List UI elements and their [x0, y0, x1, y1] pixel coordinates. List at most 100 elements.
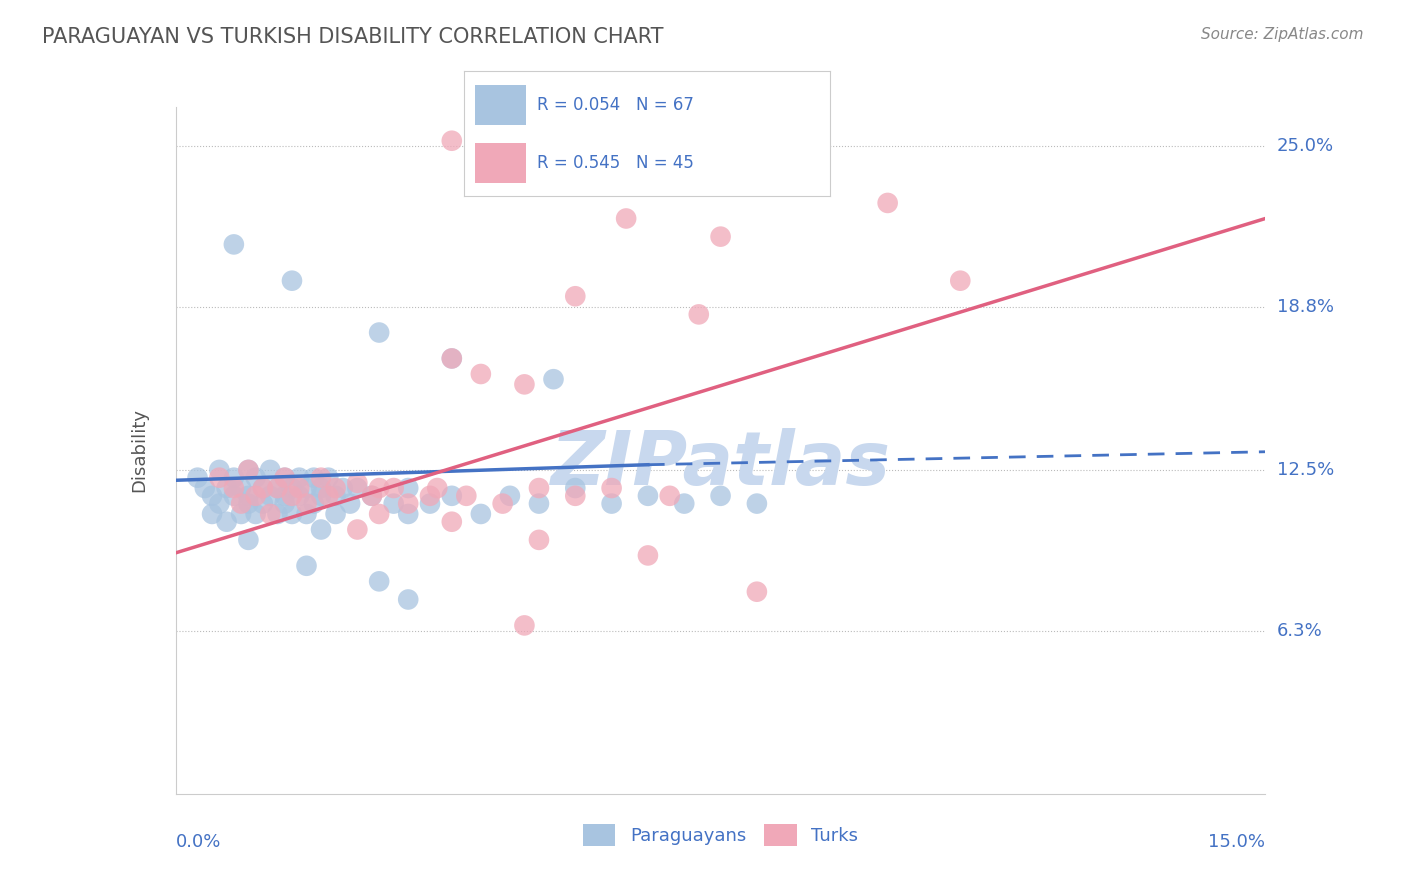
- Point: [600, 481, 623, 495]
- Point: [295, 497, 318, 511]
- Point: [564, 289, 586, 303]
- Point: [527, 533, 550, 547]
- Point: [368, 574, 391, 589]
- Point: [396, 592, 419, 607]
- Point: [281, 507, 304, 521]
- Text: R = 0.545   N = 45: R = 0.545 N = 45: [537, 153, 695, 171]
- Point: [346, 523, 368, 537]
- Point: [295, 507, 318, 521]
- Point: [238, 463, 260, 477]
- Point: [274, 497, 297, 511]
- Point: [564, 489, 586, 503]
- Point: [295, 481, 318, 495]
- Point: [245, 489, 267, 503]
- Point: [288, 471, 311, 485]
- Point: [614, 211, 637, 226]
- Point: [396, 481, 419, 495]
- Point: [710, 229, 733, 244]
- Point: [309, 471, 332, 485]
- Text: 15.0%: 15.0%: [1208, 833, 1265, 851]
- Point: [245, 471, 267, 485]
- Text: PARAGUAYAN VS TURKISH DISABILITY CORRELATION CHART: PARAGUAYAN VS TURKISH DISABILITY CORRELA…: [42, 27, 664, 46]
- Point: [208, 463, 231, 477]
- Point: [222, 489, 245, 503]
- Point: [238, 463, 260, 477]
- Point: [281, 481, 304, 495]
- Point: [325, 489, 347, 503]
- Point: [368, 507, 391, 521]
- Point: [252, 481, 274, 495]
- Point: [745, 584, 768, 599]
- Point: [710, 489, 733, 503]
- Point: [222, 237, 245, 252]
- Point: [440, 351, 463, 366]
- Point: [215, 515, 238, 529]
- Point: [208, 471, 231, 485]
- Point: [637, 549, 659, 563]
- Text: 6.3%: 6.3%: [1277, 622, 1322, 640]
- Point: [266, 481, 288, 495]
- Point: [252, 497, 274, 511]
- Point: [309, 523, 332, 537]
- Point: [360, 489, 382, 503]
- Point: [222, 481, 245, 495]
- Point: [231, 497, 253, 511]
- Point: [194, 481, 217, 495]
- Point: [274, 471, 297, 485]
- Point: [231, 481, 253, 495]
- Text: Disability: Disability: [131, 409, 149, 492]
- Point: [259, 463, 281, 477]
- Point: [470, 367, 492, 381]
- Point: [419, 489, 441, 503]
- Point: [513, 377, 536, 392]
- Point: [564, 481, 586, 495]
- Point: [382, 497, 405, 511]
- Point: [266, 481, 288, 495]
- Point: [360, 489, 382, 503]
- Point: [295, 558, 318, 573]
- Point: [252, 481, 274, 495]
- Point: [673, 497, 696, 511]
- FancyBboxPatch shape: [475, 143, 526, 183]
- Point: [259, 507, 281, 521]
- Point: [745, 497, 768, 511]
- Point: [527, 497, 550, 511]
- Point: [382, 481, 405, 495]
- Point: [949, 274, 972, 288]
- FancyBboxPatch shape: [475, 85, 526, 125]
- Point: [266, 507, 288, 521]
- Text: 0.0%: 0.0%: [176, 833, 221, 851]
- Point: [288, 489, 311, 503]
- Point: [658, 489, 681, 503]
- Point: [396, 497, 419, 511]
- Point: [346, 481, 368, 495]
- Point: [274, 471, 297, 485]
- Point: [288, 481, 311, 495]
- Point: [222, 471, 245, 485]
- Point: [440, 489, 463, 503]
- Point: [281, 274, 304, 288]
- Point: [238, 533, 260, 547]
- Text: 25.0%: 25.0%: [1277, 136, 1334, 155]
- Point: [426, 481, 449, 495]
- Point: [325, 481, 347, 495]
- Point: [440, 351, 463, 366]
- Point: [456, 489, 478, 503]
- Point: [259, 489, 281, 503]
- Point: [281, 489, 304, 503]
- Point: [245, 507, 267, 521]
- Point: [419, 497, 441, 511]
- Point: [600, 497, 623, 511]
- Point: [876, 196, 898, 211]
- Legend: Paraguayans, Turks: Paraguayans, Turks: [575, 817, 866, 854]
- Point: [201, 507, 224, 521]
- Point: [492, 497, 515, 511]
- Text: Source: ZipAtlas.com: Source: ZipAtlas.com: [1201, 27, 1364, 42]
- Point: [332, 481, 354, 495]
- Point: [302, 471, 325, 485]
- Point: [309, 489, 332, 503]
- Point: [238, 489, 260, 503]
- Point: [368, 481, 391, 495]
- Point: [309, 481, 332, 495]
- Point: [274, 489, 297, 503]
